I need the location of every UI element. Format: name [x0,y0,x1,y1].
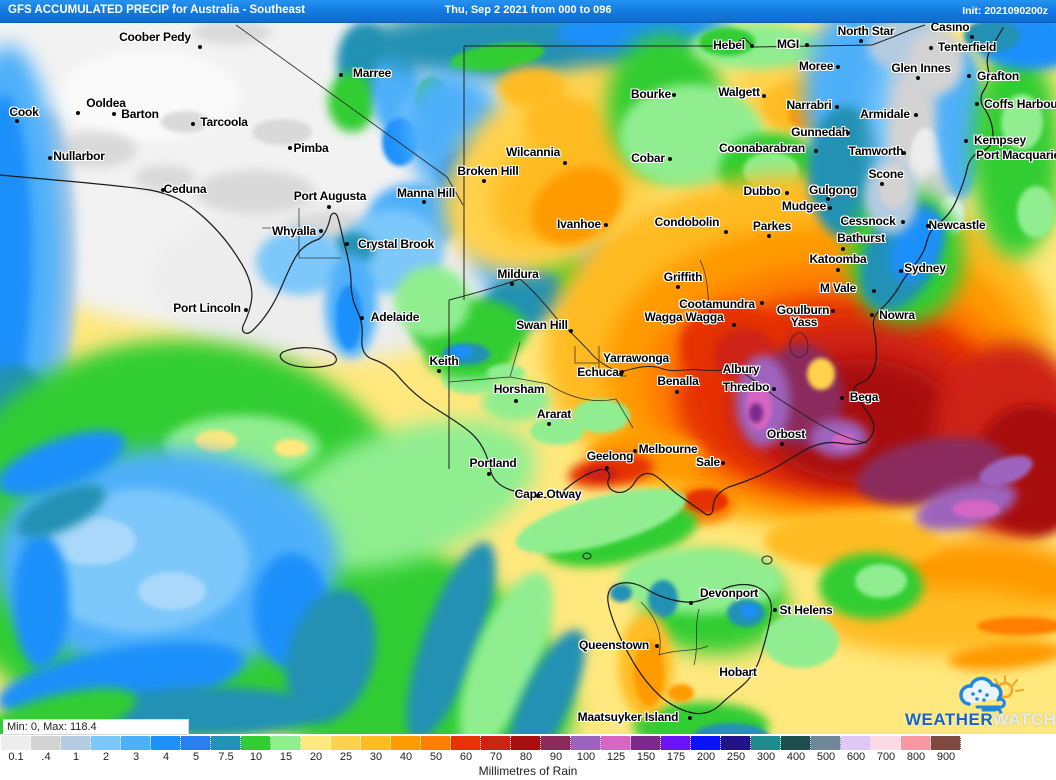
legend-tick: 15 [279,751,293,763]
legend-cell [571,736,601,750]
legend-cell [151,736,181,750]
legend-cell [841,736,871,750]
legend-cell [511,736,541,750]
legend-cell [541,736,571,750]
legend-cell [901,736,931,750]
legend-cell [181,736,211,750]
legend-cell [121,736,151,750]
map-title: GFS ACCUMULATED PRECIP for Australia - S… [8,4,306,16]
legend-tick: 25 [339,751,353,763]
legend-cell [751,736,781,750]
legend-tick: 4 [162,751,170,763]
legend-cell [391,736,421,750]
legend-tick: 0.1 [8,751,24,763]
legend-cell [631,736,661,750]
legend-cell [271,736,301,750]
legend-tick: 70 [489,751,503,763]
legend-cell [871,736,901,750]
legend-cell [211,736,241,750]
legend-tick: 3 [132,751,140,763]
legend-tick: .4 [41,751,51,763]
precip-field [0,22,1056,734]
legend-tick: 250 [726,751,746,763]
legend-cell [301,736,331,750]
legend-cell [61,736,91,750]
legend-tick: 7.5 [218,751,234,763]
legend-color-bar [1,736,961,750]
legend-tick: 1 [72,751,80,763]
weatherwatch-logo: WEATHERWATCH [905,674,1056,730]
legend-cell [241,736,271,750]
legend-units-label: Millimetres of Rain [478,764,578,778]
valid-time: Thu, Sep 2 2021 from 000 to 096 [444,4,612,16]
legend-tick: 50 [429,751,443,763]
state-borders [235,24,926,666]
coastline [0,27,1004,715]
legend-cell [31,736,61,750]
init-time: Init: 2021090200z [962,5,1048,17]
legend-tick: 600 [846,751,866,763]
legend-cell [1,736,31,750]
legend-tick: 175 [666,751,686,763]
legend-tick: 90 [549,751,563,763]
legend-tick: 80 [519,751,533,763]
legend-cell [811,736,841,750]
legend-tick: 20 [309,751,323,763]
legend-cell [661,736,691,750]
legend-tick: 60 [459,751,473,763]
legend-cell [361,736,391,750]
min-max-readout: Min: 0, Max: 118.4 [3,719,189,735]
precip-map-canvas [0,22,1056,734]
legend-tick: 5 [192,751,200,763]
legend-tick: 100 [576,751,596,763]
legend-cell [691,736,721,750]
legend-cell [781,736,811,750]
legend-footer: 0.1 .4 1 2 3 4 5 7.5 10 15 20 25 30 40 50 60 70 80 90 100 12… [0,734,1056,780]
legend-tick: 900 [936,751,956,763]
legend-tick: 400 [786,751,806,763]
legend-cell [481,736,511,750]
legend-tick: 200 [696,751,716,763]
legend-cell [601,736,631,750]
legend-cell [91,736,121,750]
legend-cell [421,736,451,750]
legend-tick: 700 [876,751,896,763]
legend-cell [721,736,751,750]
legend-tick: 800 [906,751,926,763]
weatherwatch-wordmark: WEATHERWATCH [905,710,1056,729]
legend-cell [931,736,961,750]
legend-tick: 40 [399,751,413,763]
legend-tick: 30 [369,751,383,763]
weatherwatch-cloud-icon [959,675,1024,718]
legend-cell [451,736,481,750]
legend-tick: 10 [249,751,263,763]
legend-tick: 300 [756,751,776,763]
legend-tick: 500 [816,751,836,763]
legend-tick: 150 [636,751,656,763]
header-bar: GFS ACCUMULATED PRECIP for Australia - S… [0,0,1056,23]
legend-tick: 125 [606,751,626,763]
legend-tick: 2 [102,751,110,763]
legend-cell [331,736,361,750]
